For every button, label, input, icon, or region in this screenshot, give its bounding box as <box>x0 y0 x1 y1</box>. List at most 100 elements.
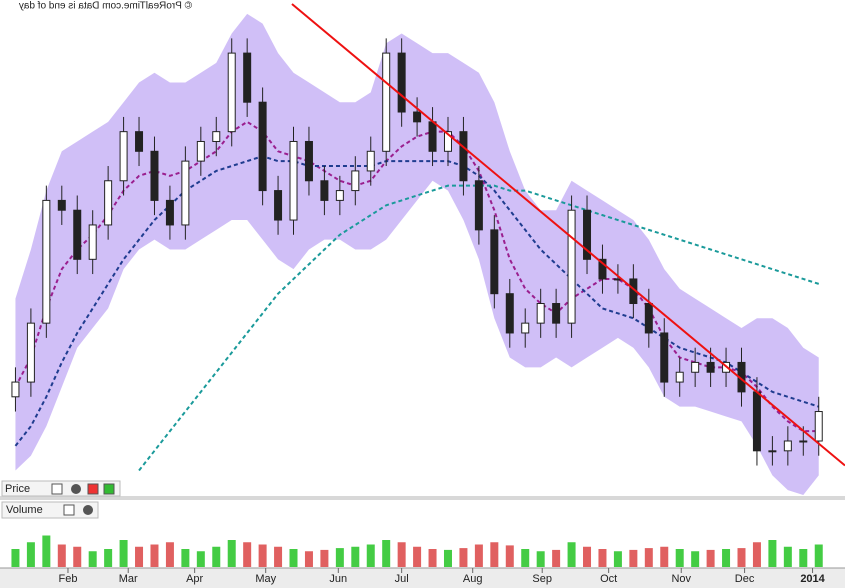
candle-body <box>320 180 329 201</box>
candle-body <box>505 293 514 334</box>
volume-bar <box>181 549 190 567</box>
credit: © ProRealTime.com Data is end of day <box>19 1 192 12</box>
candle-body <box>428 121 437 152</box>
icon[interactable] <box>87 483 99 495</box>
candle-body <box>104 180 113 226</box>
volume-bar <box>443 549 452 567</box>
candle-body <box>135 131 144 152</box>
volume-bar <box>691 551 700 567</box>
volume-bar <box>212 546 221 567</box>
volume-bar <box>104 549 113 567</box>
volume-bar <box>737 548 746 567</box>
volume-bar <box>57 544 66 567</box>
candle-body <box>304 140 313 182</box>
icon[interactable] <box>103 483 115 495</box>
candle-body <box>814 411 823 442</box>
moving-average <box>14 120 819 433</box>
volume-bar <box>706 549 715 567</box>
volume-bar <box>274 546 283 567</box>
volume-bar <box>675 549 684 567</box>
volume-bar <box>552 549 561 567</box>
volume-bar <box>536 551 545 567</box>
volume-bar <box>135 546 144 567</box>
candle-body <box>536 303 545 324</box>
volume-label: Volume <box>1 501 99 519</box>
volume-bar <box>752 542 761 567</box>
icon[interactable] <box>71 484 81 494</box>
candle-body <box>583 209 592 260</box>
candle-body <box>752 391 761 452</box>
x-tick-label: May <box>255 573 276 585</box>
x-axis: Feb Mar Apr May Jun Jul Aug Sep Oct Nov Dec 2014 <box>58 568 826 585</box>
icon[interactable] <box>63 504 75 516</box>
candle-body <box>783 440 792 452</box>
volume-bar <box>521 549 530 567</box>
panel-title: Price <box>5 483 30 495</box>
x-tick-label: Jun <box>329 573 347 585</box>
candle-body <box>443 131 452 152</box>
moving-average <box>138 184 820 472</box>
candle-body <box>258 101 267 192</box>
x-tick-label: Aug <box>463 573 483 585</box>
candle-body <box>598 258 607 280</box>
candle-body <box>691 361 700 373</box>
candle-body <box>57 199 66 211</box>
candle-body <box>474 180 483 231</box>
candle-body <box>675 371 684 383</box>
candle-body <box>521 322 530 334</box>
volume-bar <box>629 549 638 567</box>
candle-body <box>660 332 669 383</box>
candle-body <box>150 150 159 201</box>
volume-bar <box>490 542 499 567</box>
volume-bar <box>783 546 792 567</box>
volume-bar <box>196 551 205 567</box>
candle-body <box>382 52 391 152</box>
volume-bar <box>42 535 51 567</box>
volume-bar <box>413 546 422 567</box>
x-tick-label: Dec <box>735 573 755 585</box>
icon[interactable] <box>51 483 63 495</box>
volume-bar <box>505 545 514 567</box>
candle-body <box>88 224 97 260</box>
candle-body <box>706 361 715 373</box>
candle-body <box>73 209 82 260</box>
volume-bar <box>722 549 731 567</box>
panel-separator <box>0 496 845 500</box>
candle-body <box>799 440 808 443</box>
candle-body <box>26 322 35 383</box>
x-tick-label: Apr <box>186 573 203 585</box>
volume-bar <box>73 546 82 567</box>
candle-body <box>366 150 375 172</box>
volume-bar <box>583 546 592 567</box>
moving-average <box>14 155 820 447</box>
candle-body <box>119 131 128 182</box>
icon[interactable] <box>83 505 93 515</box>
candle-body <box>768 450 777 453</box>
trend-line <box>291 3 845 467</box>
volume-bar <box>26 542 35 567</box>
candle-body <box>243 52 252 103</box>
x-tick-label: Sep <box>532 573 552 585</box>
volume-bar <box>304 551 313 567</box>
candle-body <box>289 140 298 221</box>
volume-bar <box>150 544 159 567</box>
volume-bar <box>474 544 483 567</box>
volume-bar <box>165 542 174 567</box>
candle-body <box>567 209 576 324</box>
candle-body <box>335 190 344 201</box>
x-tick-label: Feb <box>58 573 77 585</box>
volume-bar <box>660 546 669 567</box>
volume-bar <box>598 549 607 567</box>
volume-bar <box>227 540 236 567</box>
volume-bar <box>88 551 97 567</box>
volume-bar <box>768 540 777 567</box>
candle-body <box>490 229 499 295</box>
candle-body <box>274 190 283 221</box>
volume-bar <box>289 549 298 567</box>
x-tick-label: Mar <box>119 573 138 585</box>
volume-bar <box>11 549 20 567</box>
x-axis-band <box>0 568 845 588</box>
candle-body <box>212 131 221 142</box>
candle-body <box>181 160 190 226</box>
